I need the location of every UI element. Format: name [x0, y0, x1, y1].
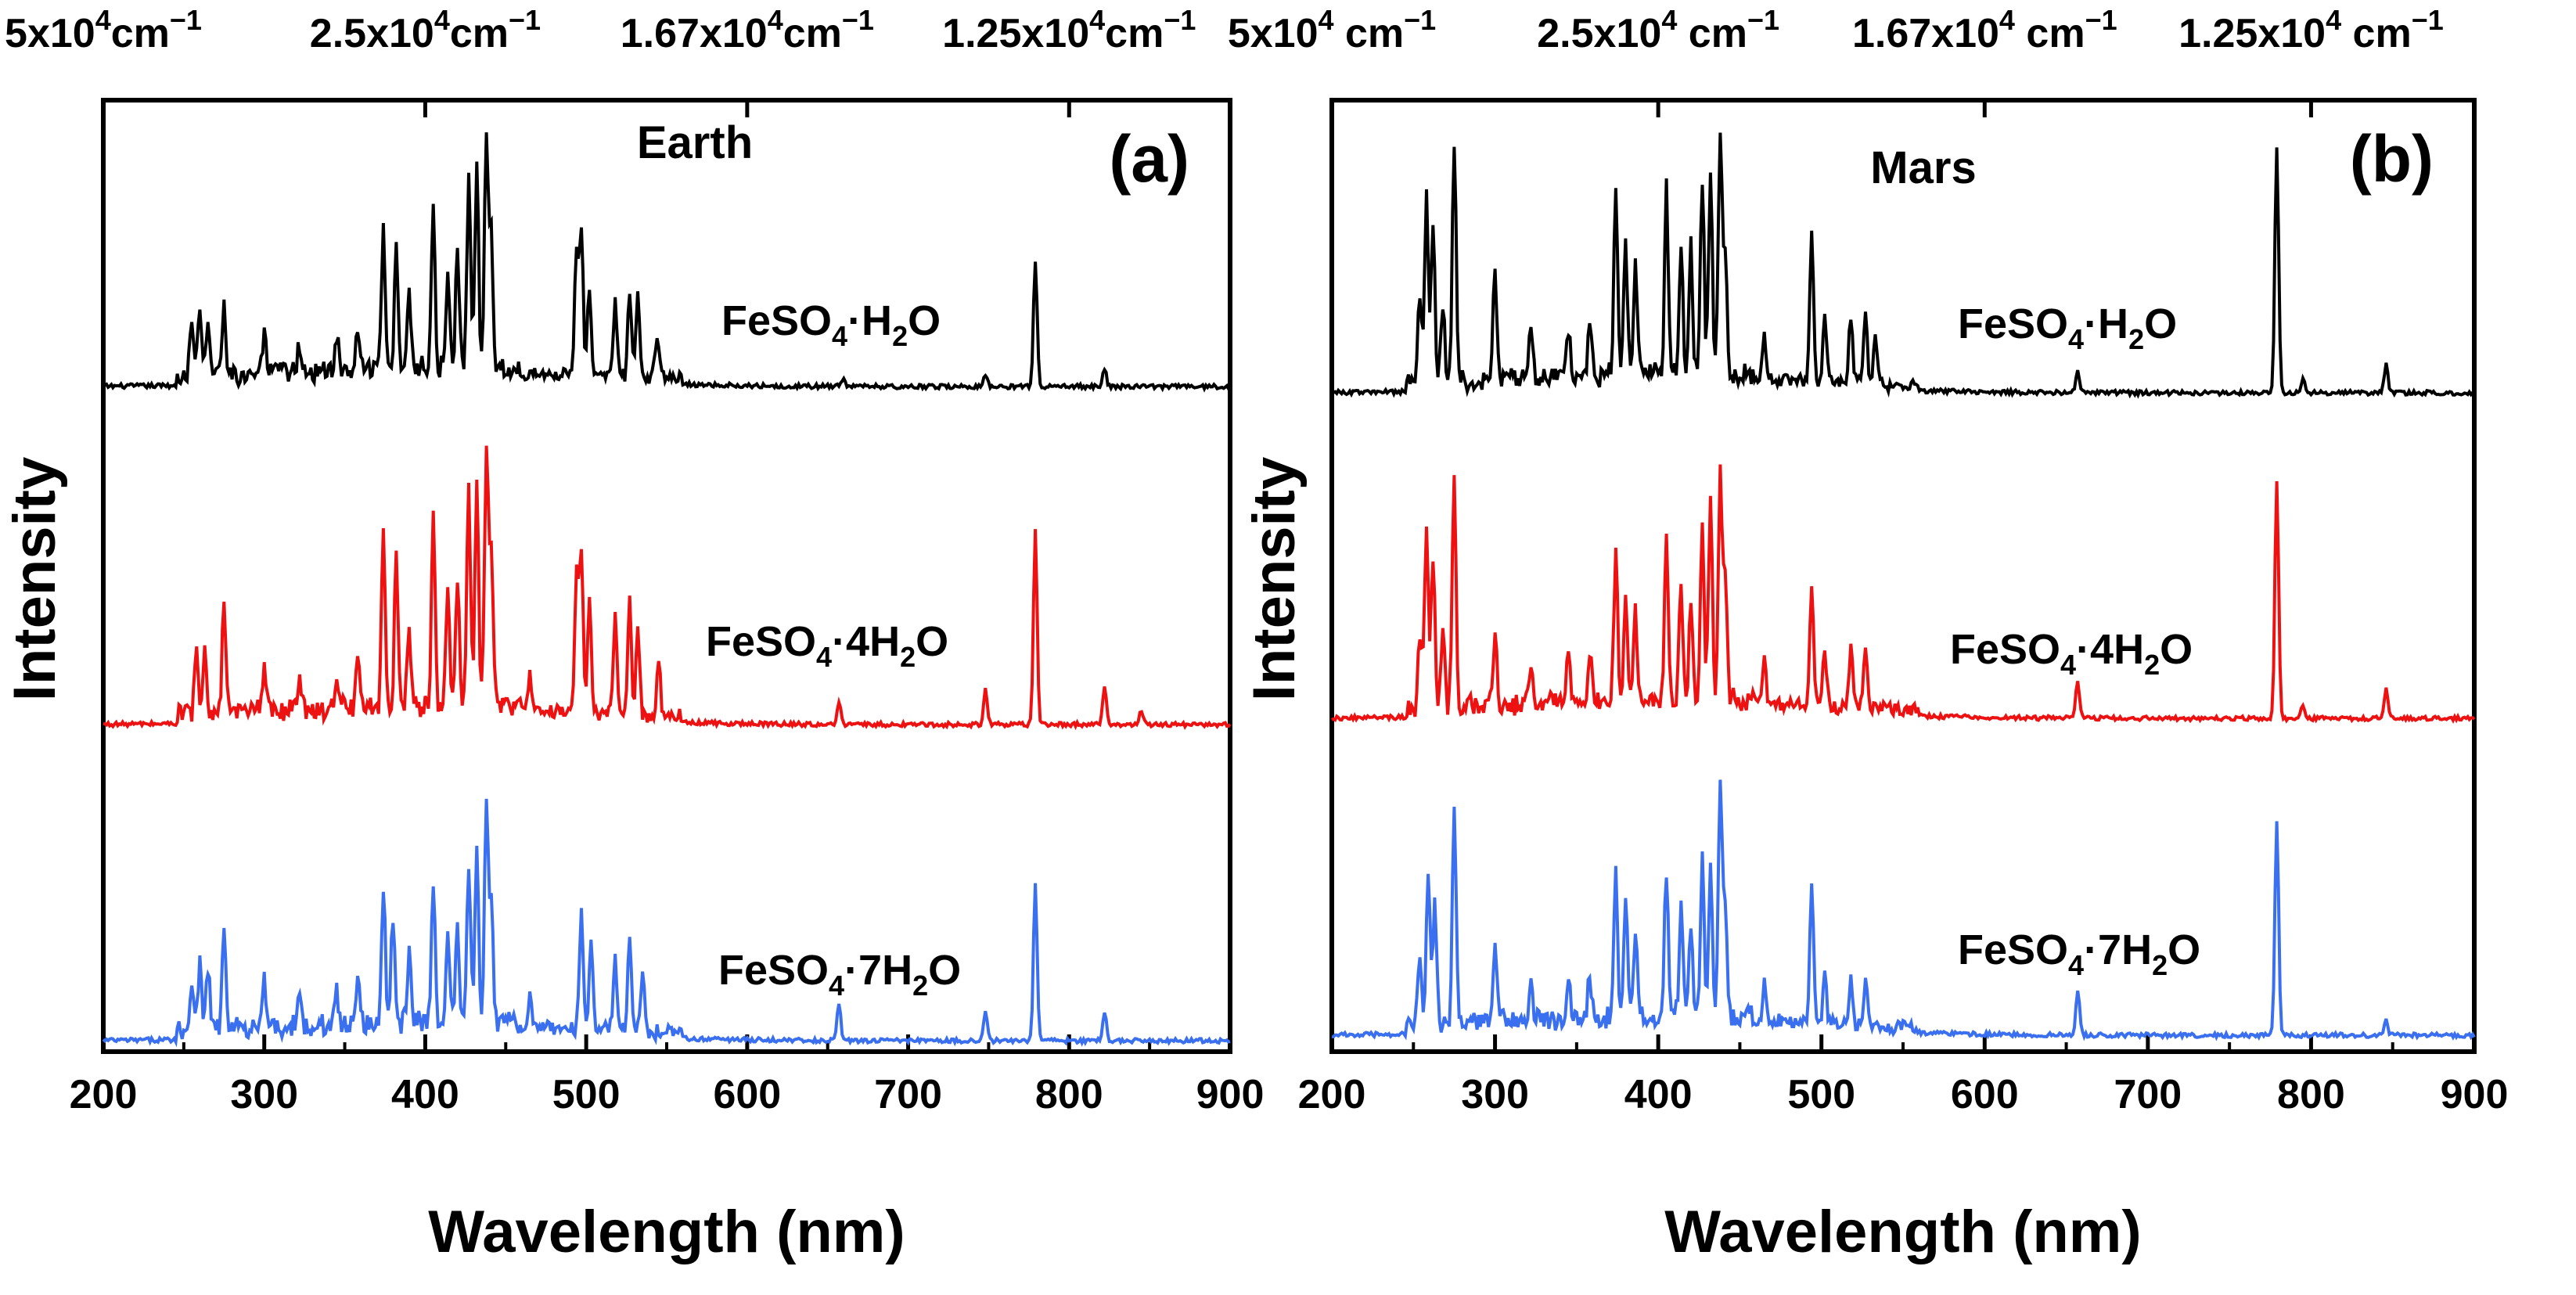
x-tick-label: 200 [70, 1072, 138, 1117]
series-line-feso4-4h2o [103, 445, 1232, 731]
x-tick-label: 500 [552, 1072, 621, 1117]
x-tick-label: 800 [1035, 1072, 1103, 1117]
y-axis-title: Intensity [1241, 457, 1308, 702]
planet-label: Mars [1870, 142, 1976, 193]
x-axis-title: Wavelength (nm) [1664, 1199, 2141, 1265]
x-tick-label: 700 [874, 1072, 942, 1117]
x-tick-label: 700 [2114, 1072, 2182, 1117]
series-line-feso4-7h2o [1331, 779, 2476, 1041]
x-axis-title: Wavelength (nm) [428, 1199, 905, 1265]
panel-label: (b) [2350, 122, 2434, 196]
series-label-feso4-h2o: FeSO4·H2O [1958, 300, 2177, 355]
planet-label: Earth [637, 117, 753, 168]
top-axis-ticks: 5x104cm−1 2.5x104cm−1 1.67x104cm−1 1.25x104… [5, 4, 1196, 117]
x-tick-label: 400 [391, 1072, 459, 1117]
x-tick-label: 600 [713, 1072, 781, 1117]
panel-a: Intensity Wavelength (nm) (a) Earth 200 3… [2, 4, 1264, 1265]
series-group [1330, 132, 2476, 1041]
x-ticks: 200 300 400 500 600 700 800 900 [70, 1034, 1265, 1117]
top-tick-label: 2.5x104 cm−1 [1537, 4, 1779, 56]
series-label-feso4-h2o: FeSO4·H2O [721, 297, 941, 352]
x-tick-label: 900 [2441, 1072, 2509, 1117]
x-tick-label: 300 [1461, 1072, 1529, 1117]
x-tick-label: 800 [2277, 1072, 2345, 1117]
top-tick-label: 1.25x104cm−1 [942, 4, 1196, 56]
top-axis-ticks: 5x104 cm−1 2.5x104 cm−1 1.67x104 cm−1 1.25x… [1228, 4, 2444, 117]
series-line-feso4-7h2o [102, 798, 1231, 1048]
plot-frame [101, 98, 1232, 1054]
x-tick-label: 500 [1787, 1072, 1855, 1117]
series-label-feso4-4h2o: FeSO4·4H2O [706, 618, 948, 673]
x-tick-label: 200 [1298, 1072, 1366, 1117]
top-tick-label: 2.5x104cm−1 [310, 4, 541, 56]
x-tick-label: 600 [1951, 1072, 2019, 1117]
x-tick-label: 400 [1624, 1072, 1693, 1117]
series-label-feso4-7h2o: FeSO4·7H2O [718, 947, 961, 1002]
series-line-feso4-h2o [103, 132, 1232, 393]
x-ticks: 200 300 400 500 600 700 800 900 [1298, 1034, 2509, 1117]
top-tick-label: 5x104cm−1 [5, 4, 202, 56]
series-line-feso4-h2o [1330, 132, 2475, 399]
series-line-feso4-4h2o [1331, 464, 2476, 725]
panel-b: Intensity Wavelength (nm) (b) Mars 200 30… [1228, 4, 2509, 1265]
top-tick-label: 1.25x104 cm−1 [2178, 4, 2444, 56]
panel-label: (a) [1109, 122, 1189, 196]
x-tick-label: 300 [230, 1072, 298, 1117]
series-label-feso4-7h2o: FeSO4·7H2O [1958, 926, 2200, 981]
series-label-feso4-4h2o: FeSO4·4H2O [1950, 626, 2193, 681]
top-tick-label: 1.67x104 cm−1 [1852, 4, 2117, 56]
top-tick-label: 5x104 cm−1 [1228, 4, 1436, 56]
x-tick-label: 900 [1196, 1072, 1265, 1117]
series-group [102, 132, 1232, 1048]
top-tick-label: 1.67x104cm−1 [621, 4, 874, 56]
y-axis-title: Intensity [2, 457, 68, 702]
plot-frame [1329, 98, 2477, 1054]
